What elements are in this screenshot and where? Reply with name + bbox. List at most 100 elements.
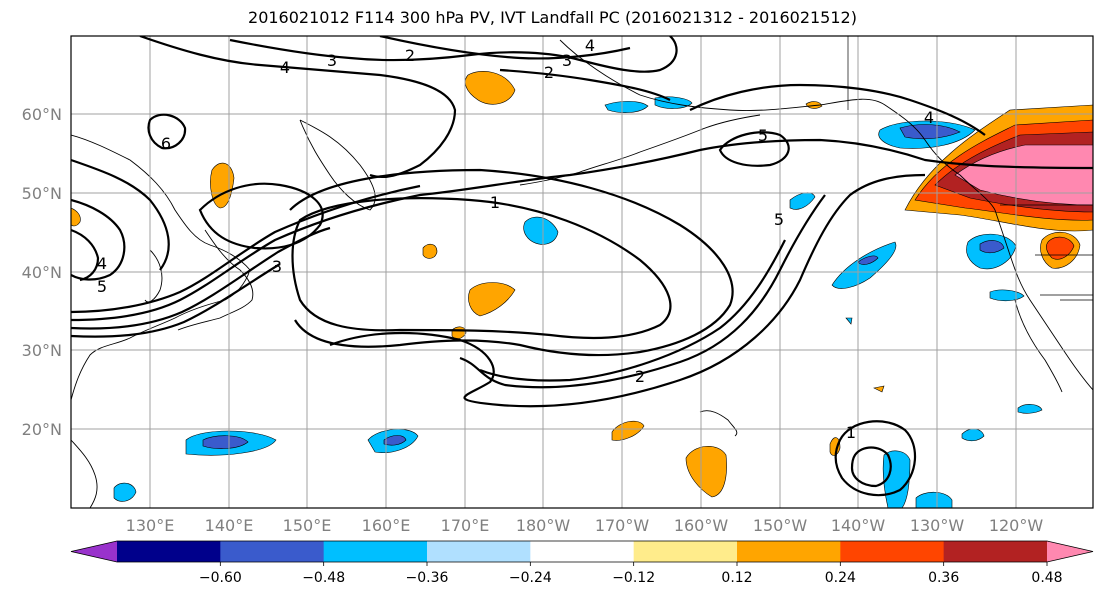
lon-label: 130°E — [126, 516, 175, 535]
lat-labels: 60°N 50°N 40°N 30°N 20°N — [22, 105, 62, 439]
colorbar-tick-label: −0.60 — [199, 570, 242, 586]
shade-darkblue-160e — [383, 435, 407, 446]
contour-north-d — [379, 36, 631, 60]
contour-west-loop — [71, 198, 126, 281]
lon-label: 160°W — [674, 516, 729, 535]
contour-label: 4 — [924, 108, 934, 127]
contour-west-loop2 — [71, 228, 100, 282]
shade-north-orange — [465, 71, 516, 105]
contour-label: 2 — [405, 46, 415, 65]
contour-label: 4 — [97, 254, 107, 273]
lat-label: 20°N — [22, 420, 62, 439]
coast-japan — [177, 229, 254, 331]
coast-philippines — [71, 439, 98, 508]
lon-labels: 130°E 140°E 150°E 160°E 170°E 180°W 170°… — [126, 516, 1044, 535]
colorbar-extend-high — [1047, 541, 1093, 562]
contour-north-b — [139, 36, 457, 179]
contour-label: 3 — [562, 51, 572, 70]
colorbar-segment — [737, 541, 841, 562]
contour-japan-loop — [198, 182, 324, 250]
coast-kamchatka — [299, 119, 376, 211]
colorbar-tick-label: −0.36 — [406, 570, 449, 586]
colorbar-segment — [427, 541, 531, 562]
shade-darkblue-140e — [202, 435, 249, 449]
contour-label: 1 — [846, 423, 856, 442]
contour-1-circle-inner — [850, 446, 892, 488]
contour-alaska — [689, 83, 986, 136]
shade-orange-172 — [468, 282, 516, 317]
contour-jet-4 — [71, 263, 281, 338]
shade-blue-small — [845, 317, 853, 325]
contour-label: 4 — [585, 36, 595, 55]
contour-2-loop — [289, 168, 734, 357]
contour-2-south — [329, 173, 926, 408]
lon-label: 130°W — [910, 516, 965, 535]
contour-label: 3 — [272, 257, 282, 276]
lon-label: 140°E — [205, 516, 254, 535]
colorbar — [70, 540, 1094, 563]
pv-contours — [71, 36, 1093, 497]
colorbar-segment — [220, 541, 325, 562]
shaded-regions — [71, 71, 1093, 508]
colorbar-ticks: −0.60 −0.48 −0.36 −0.24 −0.12 0.12 0.24 0.36 0.4… — [199, 562, 1063, 586]
coast-namerica — [994, 209, 1093, 391]
contour-label: 5 — [97, 277, 107, 296]
contour-inner-south2 — [479, 239, 786, 382]
colorbar-tick-label: −0.12 — [612, 570, 655, 586]
lat-label: 30°N — [22, 341, 62, 360]
contour-label: 5 — [758, 126, 768, 145]
plot-frame — [70, 35, 1094, 509]
shade-north-orange2 — [805, 101, 823, 109]
contour-label: 2 — [635, 367, 645, 386]
colorbar-extend-low — [71, 541, 117, 562]
colorbar-segment — [530, 541, 635, 562]
lon-label: 180°W — [516, 516, 571, 535]
contour-north-a — [71, 158, 170, 271]
contour-1-circle-outer — [834, 420, 917, 497]
contour-1-loop — [291, 197, 672, 340]
shade-blue-140w — [831, 241, 897, 289]
lon-label: 160°E — [362, 516, 411, 535]
lon-label: 170°W — [595, 516, 650, 535]
gridlines — [71, 36, 1093, 508]
contour-small-5 — [718, 131, 790, 167]
lat-label: 50°N — [22, 184, 62, 203]
coast-baja — [1014, 299, 1063, 393]
shade-north-blue1 — [604, 101, 649, 113]
borders — [847, 36, 1093, 340]
colorbar-tick-label: 0.24 — [825, 570, 856, 586]
colorbar-outline — [70, 540, 1094, 563]
lon-label: 140°W — [831, 516, 886, 535]
shade-orange-165 — [422, 243, 438, 259]
shade-blue-120e — [113, 482, 137, 502]
shade-blue-130w — [915, 491, 953, 508]
contour-label-group: 4 3 2 3 4 2 6 3 4 3 5 1 2 5 4 5 1 — [97, 36, 934, 442]
lon-label: 170°E — [441, 516, 490, 535]
colorbar-tick-label: 0.36 — [928, 570, 959, 586]
contour-north-e — [499, 68, 671, 101]
colorbar-tick-label: 0.48 — [1031, 570, 1062, 586]
coast-hawaii — [699, 410, 738, 437]
coast-alaska — [559, 39, 996, 211]
colorbar-segment — [323, 541, 428, 562]
shade-blue-150w — [789, 192, 816, 210]
lat-label: 40°N — [22, 263, 62, 282]
shade-darkblue-cal — [979, 240, 1005, 254]
contour-label: 3 — [327, 51, 337, 70]
colorbar-tick-label: −0.24 — [509, 570, 552, 586]
shade-blue-120w — [1017, 404, 1043, 414]
colorbar-segment — [117, 541, 221, 562]
contour-6-small — [147, 113, 187, 150]
lon-label: 150°E — [283, 516, 332, 535]
contour-jet-1 — [71, 138, 1093, 322]
lon-label: 150°W — [753, 516, 808, 535]
colorbar-segment — [840, 541, 945, 562]
map-title: 2016021012 F114 300 hPa PV, IVT Landfall… — [248, 8, 857, 27]
contour-north-c — [229, 36, 678, 73]
shade-red-cal — [1046, 236, 1075, 260]
shade-orange-158w — [685, 446, 727, 498]
shade-orange-144w — [829, 437, 841, 456]
colorbar-segment — [943, 541, 1048, 562]
lat-label: 60°N — [22, 105, 62, 124]
